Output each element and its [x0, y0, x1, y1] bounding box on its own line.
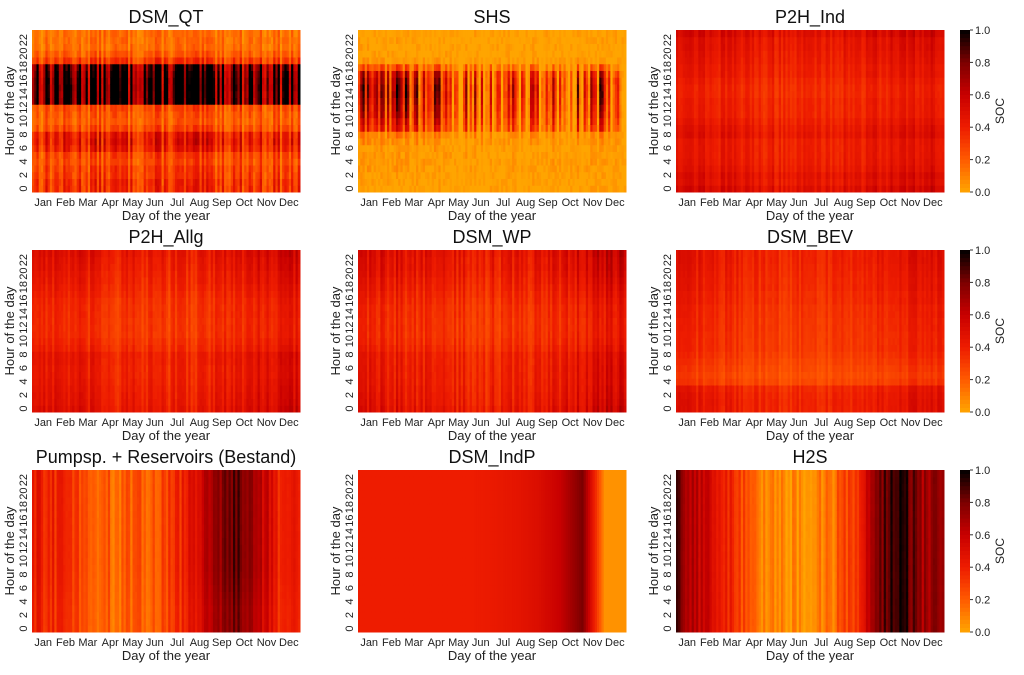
heatmap-figure: DSM_QTJan Feb Mar Apr May Jun Jul Aug Sep Oct Nov D…: [0, 0, 1024, 675]
chart-title: DSM_QT: [128, 7, 203, 28]
heatmap-cells: [32, 30, 301, 193]
